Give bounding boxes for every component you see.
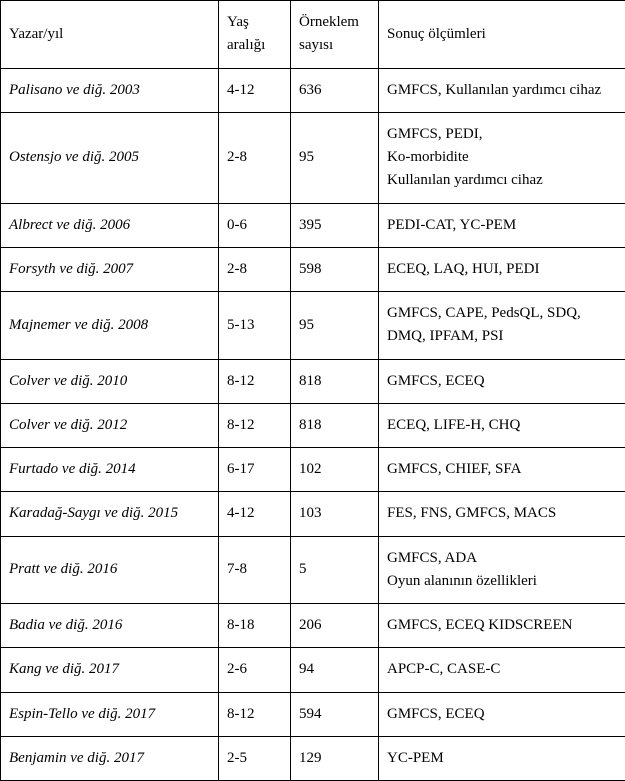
cell-author: Albrect ve diğ. 2006 [1, 203, 219, 247]
cell-n: 395 [291, 203, 379, 247]
cell-author: Colver ve diğ. 2012 [1, 403, 219, 447]
cell-age: 6-17 [219, 448, 291, 492]
cell-age: 0-6 [219, 203, 291, 247]
table-row: Palisano ve diğ. 20034-12636GMFCS, Kulla… [1, 68, 625, 112]
cell-author: Forsyth ve diğ. 2007 [1, 247, 219, 291]
cell-age: 4-12 [219, 68, 291, 112]
cell-age: 7-8 [219, 536, 291, 604]
col-header-n: Örneklem sayısı [291, 1, 379, 69]
cell-age: 8-12 [219, 692, 291, 736]
table-row: Ostensjo ve diğ. 20052-895GMFCS, PEDI, K… [1, 112, 625, 203]
cell-out: GMFCS, ADA Oyun alanının özellikleri [379, 536, 625, 604]
cell-n: 594 [291, 692, 379, 736]
cell-out: GMFCS, CAPE, PedsQL, SDQ, DMQ, IPFAM, PS… [379, 292, 625, 360]
cell-out: PEDI-CAT, YC-PEM [379, 203, 625, 247]
cell-age: 2-8 [219, 247, 291, 291]
cell-author: Majnemer ve diğ. 2008 [1, 292, 219, 360]
table-row: Espin-Tello ve diğ. 20178-12594GMFCS, EC… [1, 692, 625, 736]
cell-out: GMFCS, ECEQ KIDSCREEN [379, 604, 625, 648]
table-header-row: Yazar/yıl Yaş aralığı Örneklem sayısı So… [1, 1, 625, 69]
cell-author: Kang ve diğ. 2017 [1, 648, 219, 692]
cell-out: YC-PEM [379, 736, 625, 780]
cell-author: Benjamin ve diğ. 2017 [1, 736, 219, 780]
cell-age: 2-8 [219, 112, 291, 203]
table-row: Karadağ-Saygı ve diğ. 20154-12103FES, FN… [1, 492, 625, 536]
table-body: Yazar/yıl Yaş aralığı Örneklem sayısı So… [1, 1, 625, 781]
table-row: Albrect ve diğ. 20060-6395PEDI-CAT, YC-P… [1, 203, 625, 247]
cell-out: GMFCS, ECEQ [379, 359, 625, 403]
cell-n: 206 [291, 604, 379, 648]
cell-age: 8-12 [219, 359, 291, 403]
cell-n: 598 [291, 247, 379, 291]
cell-author: Karadağ-Saygı ve diğ. 2015 [1, 492, 219, 536]
cell-author: Palisano ve diğ. 2003 [1, 68, 219, 112]
cell-n: 95 [291, 112, 379, 203]
cell-age: 2-5 [219, 736, 291, 780]
cell-n: 5 [291, 536, 379, 604]
col-header-author: Yazar/yıl [1, 1, 219, 69]
cell-out: GMFCS, ECEQ [379, 692, 625, 736]
cell-age: 2-6 [219, 648, 291, 692]
cell-author: Furtado ve diğ. 2014 [1, 448, 219, 492]
table-row: Benjamin ve diğ. 20172-5129YC-PEM [1, 736, 625, 780]
cell-out: APCP-C, CASE-C [379, 648, 625, 692]
table-row: Pratt ve diğ. 20167-85GMFCS, ADA Oyun al… [1, 536, 625, 604]
cell-out: GMFCS, CHIEF, SFA [379, 448, 625, 492]
cell-age: 8-18 [219, 604, 291, 648]
cell-out: ECEQ, LAQ, HUI, PEDI [379, 247, 625, 291]
cell-out: FES, FNS, GMFCS, MACS [379, 492, 625, 536]
cell-n: 636 [291, 68, 379, 112]
table-row: Majnemer ve diğ. 20085-1395GMFCS, CAPE, … [1, 292, 625, 360]
table-row: Badia ve diğ. 20168-18206GMFCS, ECEQ KID… [1, 604, 625, 648]
cell-n: 818 [291, 359, 379, 403]
cell-author: Badia ve diğ. 2016 [1, 604, 219, 648]
cell-age: 8-12 [219, 403, 291, 447]
cell-n: 94 [291, 648, 379, 692]
cell-author: Pratt ve diğ. 2016 [1, 536, 219, 604]
table-row: Forsyth ve diğ. 20072-8598ECEQ, LAQ, HUI… [1, 247, 625, 291]
cell-n: 102 [291, 448, 379, 492]
col-header-age: Yaş aralığı [219, 1, 291, 69]
table-row: Furtado ve diğ. 20146-17102GMFCS, CHIEF,… [1, 448, 625, 492]
cell-out: ECEQ, LIFE-H, CHQ [379, 403, 625, 447]
table-row: Colver ve diğ. 20128-12818ECEQ, LIFE-H, … [1, 403, 625, 447]
cell-out: GMFCS, PEDI, Ko-morbidite Kullanılan yar… [379, 112, 625, 203]
cell-n: 103 [291, 492, 379, 536]
cell-n: 95 [291, 292, 379, 360]
cell-n: 129 [291, 736, 379, 780]
cell-out: GMFCS, Kullanılan yardımcı cihaz [379, 68, 625, 112]
cell-age: 4-12 [219, 492, 291, 536]
cell-author: Ostensjo ve diğ. 2005 [1, 112, 219, 203]
table-row: Kang ve diğ. 20172-694APCP-C, CASE-C [1, 648, 625, 692]
cell-author: Espin-Tello ve diğ. 2017 [1, 692, 219, 736]
cell-age: 5-13 [219, 292, 291, 360]
study-table: Yazar/yıl Yaş aralığı Örneklem sayısı So… [0, 0, 625, 781]
cell-n: 818 [291, 403, 379, 447]
col-header-out: Sonuç ölçümleri [379, 1, 625, 69]
cell-author: Colver ve diğ. 2010 [1, 359, 219, 403]
table-row: Colver ve diğ. 20108-12818GMFCS, ECEQ [1, 359, 625, 403]
